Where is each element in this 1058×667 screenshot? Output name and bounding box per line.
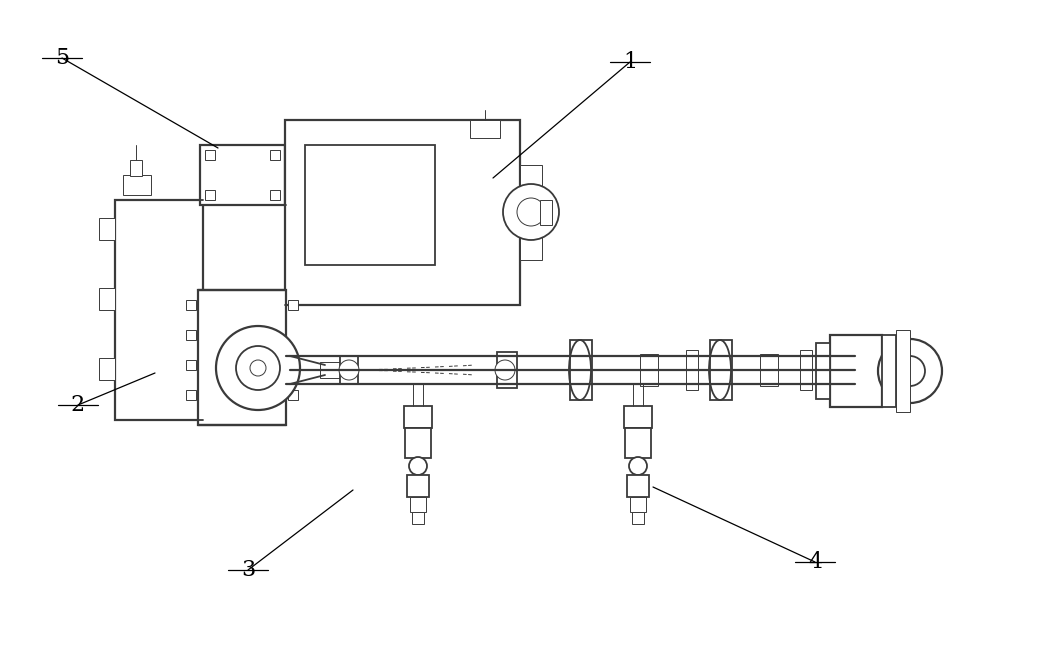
Bar	[800, 350, 811, 390]
Bar	[625, 428, 651, 458]
Circle shape	[630, 457, 647, 475]
Bar	[640, 354, 658, 386]
Bar	[200, 145, 285, 205]
Bar	[816, 343, 829, 399]
Circle shape	[517, 198, 545, 226]
Bar	[470, 120, 500, 138]
Bar	[407, 475, 428, 497]
Bar	[570, 340, 592, 400]
Bar	[305, 145, 435, 265]
Bar	[627, 475, 649, 497]
Bar	[198, 290, 286, 425]
Bar	[882, 335, 896, 407]
Bar	[404, 406, 432, 428]
Bar	[288, 390, 298, 400]
Bar	[186, 390, 196, 400]
Bar	[186, 330, 196, 340]
Circle shape	[878, 339, 942, 403]
Circle shape	[236, 346, 280, 390]
Bar	[270, 190, 280, 200]
Bar	[130, 160, 142, 176]
Bar	[340, 356, 358, 384]
Circle shape	[503, 184, 559, 240]
Circle shape	[339, 360, 359, 380]
Bar	[123, 175, 151, 195]
Circle shape	[495, 360, 515, 380]
Bar	[632, 512, 644, 524]
Bar	[288, 300, 298, 310]
Bar	[270, 150, 280, 160]
Bar	[497, 352, 517, 388]
Bar	[99, 218, 115, 240]
Bar	[686, 350, 698, 390]
Bar	[411, 497, 426, 512]
Bar	[285, 120, 519, 305]
Bar	[405, 428, 431, 458]
Bar	[99, 288, 115, 310]
Bar	[519, 165, 542, 260]
Bar	[630, 497, 646, 512]
Bar	[186, 360, 196, 370]
Bar	[412, 512, 424, 524]
Circle shape	[895, 356, 925, 386]
Text: 1: 1	[623, 51, 637, 73]
Text: 4: 4	[808, 551, 822, 573]
Bar	[624, 406, 652, 428]
Bar	[540, 200, 552, 225]
Bar	[186, 300, 196, 310]
Bar	[760, 354, 778, 386]
Bar	[896, 330, 910, 412]
Bar	[205, 150, 215, 160]
Bar	[99, 358, 115, 380]
Text: 5: 5	[55, 47, 69, 69]
Bar	[829, 335, 882, 407]
Bar	[710, 340, 732, 400]
Bar	[205, 190, 215, 200]
Bar	[115, 200, 203, 420]
Text: 3: 3	[241, 559, 255, 581]
Circle shape	[409, 457, 427, 475]
Text: 2: 2	[71, 394, 85, 416]
Circle shape	[216, 326, 300, 410]
Bar	[320, 362, 345, 378]
Circle shape	[250, 360, 266, 376]
